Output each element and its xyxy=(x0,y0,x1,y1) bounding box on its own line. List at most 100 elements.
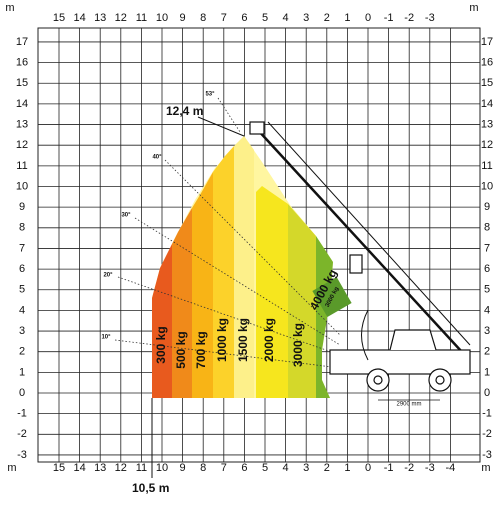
y-tick-label: 10 xyxy=(481,180,493,192)
x-tick-label: 12 xyxy=(115,12,127,24)
x-tick-label: 15 xyxy=(53,462,65,474)
y-tick-label: 14 xyxy=(481,98,493,110)
axis-unit: m xyxy=(469,2,478,14)
x-tick-label: 11 xyxy=(136,12,147,24)
x-tick-label: 3 xyxy=(303,462,309,474)
y-tick-label: 11 xyxy=(16,160,27,172)
y-tick-label: 5 xyxy=(19,284,25,296)
x-tick-label: 9 xyxy=(180,462,186,474)
x-tick-label: 6 xyxy=(241,12,247,24)
x-tick-label: 0 xyxy=(365,12,371,24)
y-tick-label: 3 xyxy=(19,325,25,337)
y-tick-label: 13 xyxy=(481,118,493,130)
x-tick-label: -1 xyxy=(384,462,394,474)
x-tick-label: -2 xyxy=(404,12,414,24)
axis-unit: m xyxy=(481,462,490,474)
y-tick-label: 8 xyxy=(484,222,490,234)
x-tick-label: 15 xyxy=(53,12,65,24)
angle-label: 40° xyxy=(152,155,162,161)
y-tick-label: 0 xyxy=(19,387,25,399)
y-tick-label: 0 xyxy=(484,387,490,399)
y-tick-label: 7 xyxy=(484,242,490,254)
y-tick-label: 1 xyxy=(19,366,25,378)
x-tick-label: -1 xyxy=(384,12,394,24)
y-tick-label: 10 xyxy=(16,180,28,192)
y-tick-label: 17 xyxy=(16,36,28,48)
max-reach: 10,5 m xyxy=(132,481,169,495)
angle-label: 53° xyxy=(205,92,215,98)
x-tick-label: 5 xyxy=(262,12,268,24)
y-tick-label: 9 xyxy=(19,201,25,213)
x-tick-label: 14 xyxy=(73,462,85,474)
y-tick-label: -1 xyxy=(17,408,27,420)
y-tick-label: 7 xyxy=(19,242,25,254)
x-tick-label: 2 xyxy=(324,462,330,474)
y-tick-label: 12 xyxy=(16,139,28,151)
x-tick-label: 11 xyxy=(136,462,147,474)
y-tick-label: 9 xyxy=(484,201,490,213)
x-tick-label: 14 xyxy=(73,12,85,24)
load-label: 700 kg xyxy=(194,331,208,368)
y-tick-label: -1 xyxy=(482,408,492,420)
x-tick-label: 4 xyxy=(283,462,289,474)
x-tick-label: 2 xyxy=(324,12,330,24)
load-label: 2000 kg xyxy=(262,318,276,362)
y-tick-label: 2 xyxy=(484,346,490,358)
max-height: 12,4 m xyxy=(166,104,203,118)
zone-2000 xyxy=(256,186,288,398)
x-tick-label: 1 xyxy=(344,12,350,24)
x-tick-label: 12 xyxy=(115,462,127,474)
y-tick-label: -2 xyxy=(482,428,492,440)
x-tick-label: 8 xyxy=(200,12,206,24)
x-tick-label: 10 xyxy=(156,462,168,474)
x-tick-label: 10 xyxy=(156,12,168,24)
load-label: 3000 kg xyxy=(291,323,305,367)
y-tick-label: 6 xyxy=(19,263,25,275)
x-tick-label: -3 xyxy=(425,462,435,474)
wheelbase: 2900 mm xyxy=(396,402,421,408)
x-tick-label: 1 xyxy=(344,462,350,474)
load-chart: 12,4 m 10,5 m 2900 mm 3000 kg 1514131211… xyxy=(0,0,495,502)
x-tick-label: 7 xyxy=(221,12,227,24)
x-tick-label: -3 xyxy=(425,12,435,24)
axis-unit: m xyxy=(7,462,16,474)
angle-label: 10° xyxy=(101,335,111,341)
y-tick-label: -3 xyxy=(17,449,27,461)
y-tick-label: -3 xyxy=(482,449,492,461)
y-tick-label: 11 xyxy=(481,160,492,172)
x-tick-label: 13 xyxy=(94,462,106,474)
angle-label: 30° xyxy=(121,213,131,219)
y-tick-label: 15 xyxy=(16,77,28,89)
angle-label: 20° xyxy=(103,273,113,279)
y-tick-label: 5 xyxy=(484,284,490,296)
x-tick-label: 5 xyxy=(262,462,268,474)
y-tick-label: 13 xyxy=(16,118,28,130)
load-label: 300 kg xyxy=(154,326,168,363)
y-tick-label: 3 xyxy=(484,325,490,337)
x-tick-label: 13 xyxy=(94,12,106,24)
x-tick-label: 7 xyxy=(221,462,227,474)
y-tick-label: 12 xyxy=(481,139,493,151)
y-tick-label: -2 xyxy=(17,428,27,440)
x-tick-label: 4 xyxy=(283,12,289,24)
x-tick-label: 6 xyxy=(241,462,247,474)
load-label: 500 kg xyxy=(174,331,188,368)
y-tick-label: 16 xyxy=(481,57,493,69)
y-tick-label: 6 xyxy=(484,263,490,275)
x-tick-label: -2 xyxy=(404,462,414,474)
x-tick-label: -4 xyxy=(446,462,456,474)
load-label: 1500 kg xyxy=(236,318,250,362)
y-tick-label: 4 xyxy=(19,304,25,316)
x-tick-label: 8 xyxy=(200,462,206,474)
axis-unit: m xyxy=(5,2,14,14)
y-tick-label: 4 xyxy=(484,304,490,316)
y-tick-label: 1 xyxy=(484,366,490,378)
y-tick-label: 8 xyxy=(19,222,25,234)
x-tick-label: 9 xyxy=(180,12,186,24)
x-tick-label: 0 xyxy=(365,462,371,474)
x-tick-label: 3 xyxy=(303,12,309,24)
y-tick-label: 16 xyxy=(16,57,28,69)
y-tick-label: 2 xyxy=(19,346,25,358)
load-label: 1000 kg xyxy=(215,318,229,362)
y-tick-label: 14 xyxy=(16,98,28,110)
